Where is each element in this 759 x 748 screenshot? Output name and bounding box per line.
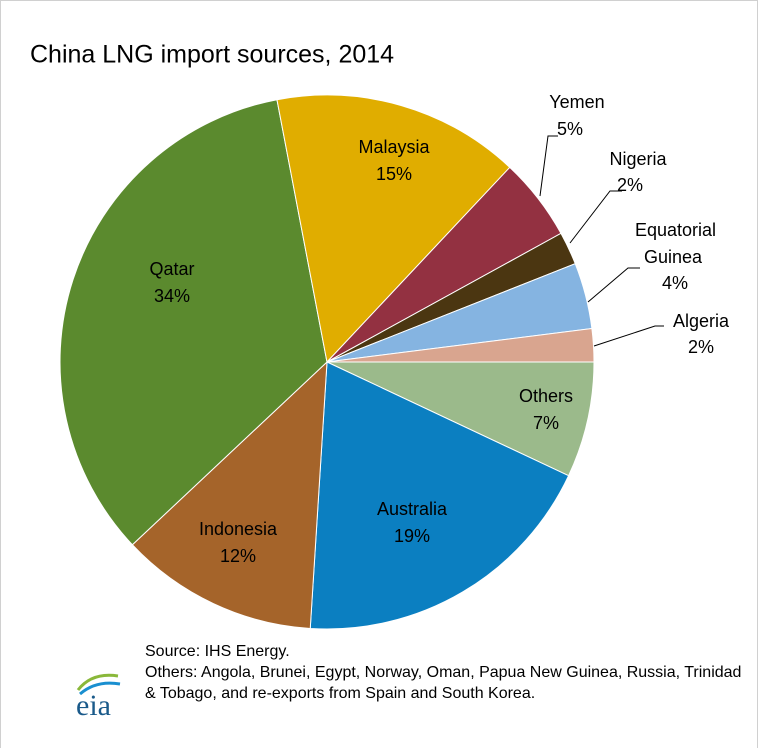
value-label: 15%	[376, 164, 412, 184]
slice	[276, 94, 511, 364]
slice	[326, 361, 595, 477]
value-label: 2%	[617, 175, 643, 195]
slice	[326, 327, 595, 363]
leader-line	[569, 190, 622, 244]
slice-label: Nigeria	[609, 149, 667, 169]
slice	[309, 361, 570, 630]
value-label: 34%	[154, 286, 190, 306]
logo: eia	[76, 673, 121, 722]
slice	[131, 360, 328, 630]
logo-text: eia	[76, 689, 111, 722]
value-label: 5%	[557, 119, 583, 139]
slice-label: Algeria	[673, 311, 730, 331]
slice-label: Others	[519, 386, 573, 406]
value-label: 7%	[533, 413, 559, 433]
slice	[59, 99, 328, 546]
source-block: Source: IHS Energy. Others: Angola, Brun…	[145, 641, 745, 704]
leader-line	[593, 325, 664, 347]
chart-title: China LNG import sources, 2014	[30, 41, 394, 69]
value-label: 2%	[688, 337, 714, 357]
slice-label: Qatar	[149, 259, 194, 279]
value-label: 12%	[220, 546, 256, 566]
slice-label: Indonesia	[199, 519, 278, 539]
slice-label: Malaysia	[358, 137, 430, 157]
slice-label: Yemen	[549, 92, 604, 112]
slice-label: Australia	[377, 499, 448, 519]
value-label: 19%	[394, 526, 430, 546]
source: Source: IHS Energy.	[145, 643, 290, 660]
slice-label: Equatorial Guinea	[635, 220, 721, 267]
leader-line	[539, 135, 558, 197]
value-label: 4%	[662, 273, 688, 293]
note: Others: Angola, Brunei, Egypt, Norway, O…	[145, 664, 742, 702]
leader-line	[587, 267, 640, 303]
